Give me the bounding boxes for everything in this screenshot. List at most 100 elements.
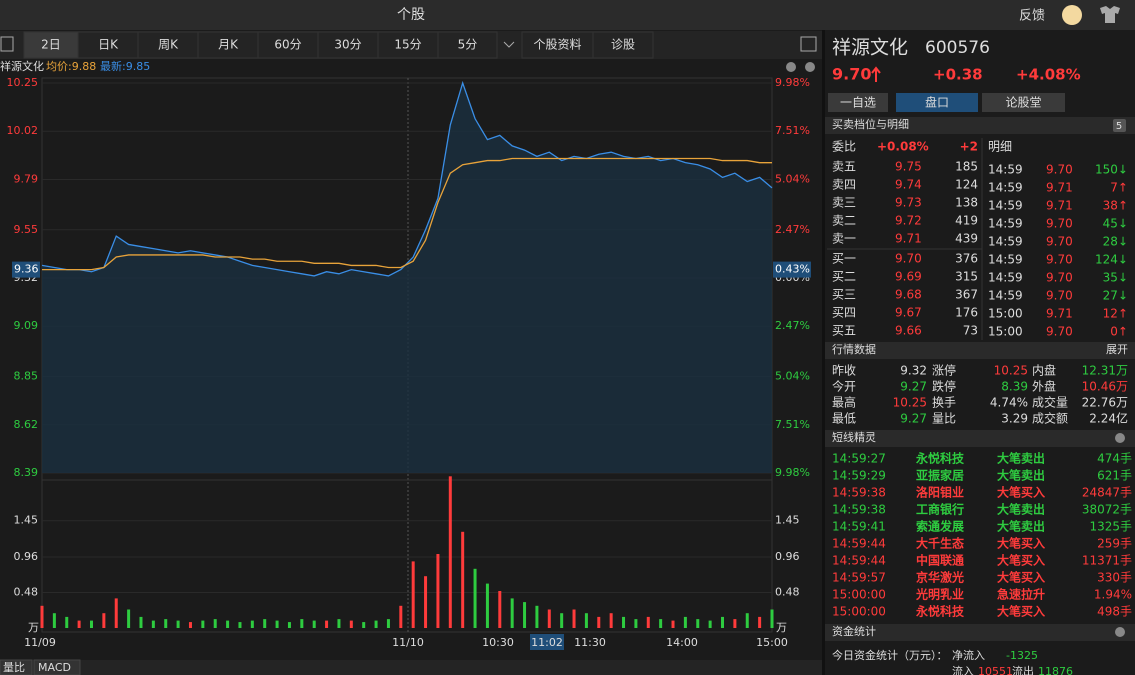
expand[interactable]: 展开 <box>1106 343 1128 356</box>
detail-price: 9.71 <box>1046 199 1073 213</box>
tab-label[interactable]: 月K <box>218 38 239 52</box>
tab[interactable] <box>197 31 259 59</box>
tab-label[interactable]: 日K <box>98 38 119 52</box>
section-title: 买卖档位与明细 <box>832 117 909 131</box>
level-label: 卖三 <box>832 196 856 210</box>
detail-time: 14:59 <box>988 217 1023 231</box>
info-icon[interactable] <box>1115 627 1125 637</box>
tab-label[interactable]: 诊股 <box>611 38 635 52</box>
shirt-icon[interactable] <box>1100 6 1120 23</box>
sprite-stock[interactable]: 光明乳业 <box>915 587 964 602</box>
panel-button[interactable] <box>982 93 1065 112</box>
pct-tick-label: 9.98% <box>775 466 810 479</box>
bottom-tab[interactable] <box>0 659 33 675</box>
panel-button-label[interactable]: 盘口 <box>925 95 949 110</box>
volume-bar <box>250 620 254 628</box>
tab[interactable] <box>377 31 439 59</box>
sprite-stock[interactable]: 工商银行 <box>916 502 964 517</box>
sprite-stock[interactable]: 洛阳钼业 <box>916 485 964 500</box>
stock-price: 9.70 <box>832 65 871 84</box>
detail-price: 9.70 <box>1046 253 1073 267</box>
sprite-time: 14:59:44 <box>832 537 886 551</box>
legend-avg: 均价:9.88 <box>46 60 96 73</box>
tab[interactable] <box>257 31 319 59</box>
panel-button-label[interactable]: 论股堂 <box>1005 96 1041 110</box>
info-icon[interactable] <box>1115 433 1125 443</box>
feedback[interactable]: 反馈 <box>1019 9 1045 24</box>
volume-bar <box>510 598 514 628</box>
bottom-tab-label[interactable]: MACD <box>38 661 71 674</box>
sprite-stock[interactable]: 中国联通 <box>916 553 964 568</box>
tab[interactable] <box>77 31 139 59</box>
quote-label: 成交额 <box>1032 411 1068 426</box>
volume-bar <box>89 620 93 628</box>
sprite-stock[interactable]: 亚振家居 <box>916 468 964 483</box>
section-header <box>825 342 1135 359</box>
level-volume: 367 <box>955 288 978 302</box>
volume-bar <box>424 576 428 628</box>
weibi-label: 委比 <box>832 140 856 154</box>
y-tick-label: 8.62 <box>14 418 39 431</box>
section-header <box>825 430 1135 447</box>
tab[interactable] <box>23 31 79 59</box>
avatar[interactable] <box>1062 5 1082 25</box>
tab-label[interactable]: 30分 <box>334 38 361 52</box>
level-label: 买二 <box>832 270 856 284</box>
volume-bar <box>337 619 341 628</box>
x-tick-label: 10:30 <box>482 636 514 649</box>
sprite-stock[interactable]: 京华激光 <box>916 570 964 585</box>
volume-bar <box>770 609 774 628</box>
volume-bar <box>139 616 143 628</box>
panel-icon[interactable] <box>800 36 817 52</box>
tab[interactable] <box>521 31 594 59</box>
tab[interactable] <box>137 31 199 59</box>
zoom-out[interactable] <box>805 62 815 72</box>
funds-in-label: 流入 <box>952 664 974 675</box>
section-header <box>825 624 1135 641</box>
panel-button[interactable] <box>828 93 888 112</box>
vol-tick-label: 1.45 <box>775 514 800 527</box>
sprite-stock[interactable]: 永悦科技 <box>915 451 965 466</box>
bottom-tab[interactable] <box>33 659 81 675</box>
x-tick-label: 11/09 <box>24 636 56 649</box>
sprite-volume: 11371手 <box>1082 554 1132 568</box>
tab-label[interactable]: 15分 <box>394 38 421 52</box>
badge-text: 5 <box>1116 121 1122 132</box>
volume-bar <box>560 613 564 628</box>
sprite-volume: 621手 <box>1097 469 1132 483</box>
tab-label[interactable]: 个股资料 <box>533 38 581 52</box>
tab-label[interactable]: 2日 <box>41 38 61 52</box>
panel-button-label[interactable]: 一自选 <box>840 96 876 110</box>
tab-label[interactable]: 5分 <box>458 38 478 52</box>
detail-volume: 27↓ <box>1103 289 1128 303</box>
tab-label[interactable]: 60分 <box>274 38 301 52</box>
tab[interactable] <box>437 31 498 59</box>
detail-volume: 28↓ <box>1103 235 1128 249</box>
level-volume: 439 <box>955 232 978 246</box>
zoom-in[interactable] <box>786 62 796 72</box>
panel-button[interactable] <box>896 93 978 112</box>
sprite-stock[interactable]: 大千生态 <box>916 536 964 551</box>
tab[interactable] <box>592 31 654 59</box>
cursor-pct: 0.43% <box>775 263 810 276</box>
sprite-stock[interactable]: 永悦科技 <box>915 604 965 619</box>
sprite-action: 大笔买入 <box>997 553 1045 568</box>
volume-bar <box>659 619 663 628</box>
sprite-time: 14:59:57 <box>832 571 886 585</box>
sprite-time: 14:59:41 <box>832 520 886 534</box>
bottom-tab-label[interactable]: 量比 <box>3 661 25 674</box>
section-title: 行情数据 <box>832 342 876 356</box>
sprite-volume: 1325手 <box>1089 520 1132 534</box>
dropdown[interactable] <box>503 41 515 48</box>
stock-name: 祥源文化 <box>832 37 908 59</box>
tab-label[interactable]: 周K <box>158 38 179 52</box>
panel-icon[interactable] <box>0 36 14 52</box>
volume-bar <box>609 613 613 628</box>
pct-tick-label: 5.04% <box>775 370 810 383</box>
level-label: 买一 <box>832 252 856 266</box>
quote-label: 今开 <box>832 379 856 394</box>
y-tick-label: 9.79 <box>14 172 39 185</box>
volume-bar <box>386 619 390 628</box>
sprite-stock[interactable]: 索通发展 <box>916 519 964 534</box>
cursor-pct-box <box>773 261 811 278</box>
